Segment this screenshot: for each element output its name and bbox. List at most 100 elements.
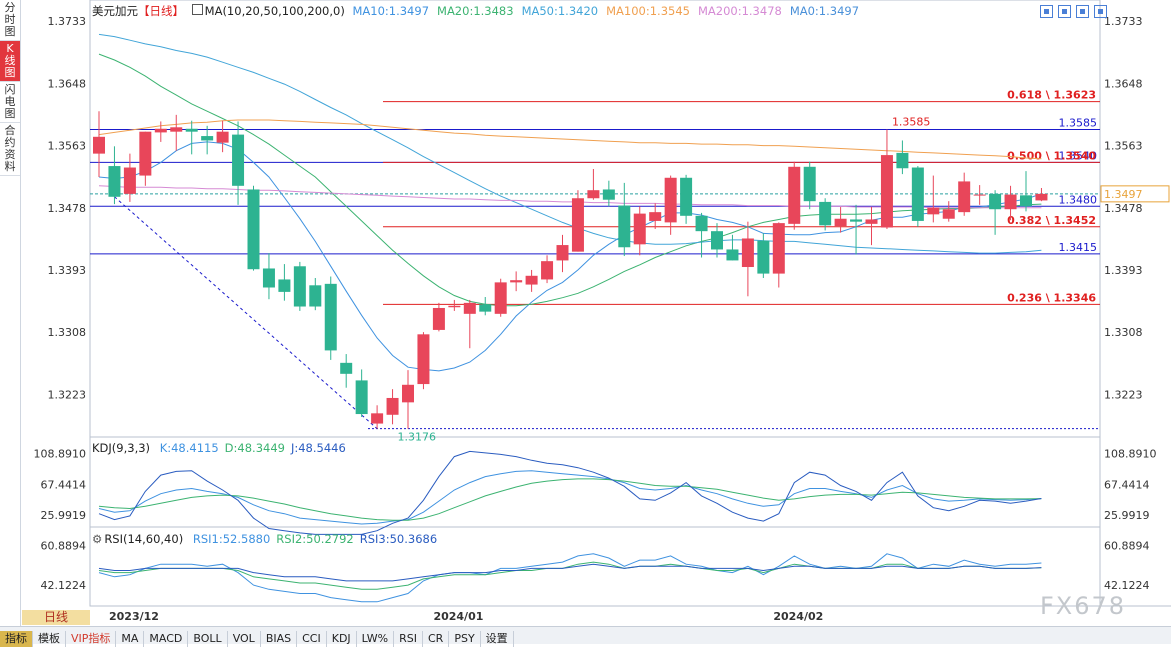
symbol-name: 美元加元 (92, 4, 138, 18)
chart-toolbar (1040, 3, 1112, 22)
current-price-box (1100, 185, 1170, 203)
y-tick-label-right: 1.3478 (1104, 202, 1143, 215)
y-tick-label-left: 1.3563 (48, 140, 87, 153)
x-tick-label: 2024/02 (773, 610, 823, 623)
candle-body (93, 136, 105, 154)
candle-body (741, 238, 754, 268)
indicator-line (98, 478, 1042, 521)
y-tick-label-left: 1.3733 (48, 15, 87, 28)
candle-body (525, 275, 538, 285)
indicator-tab[interactable]: 指标 (0, 631, 33, 647)
y-tick-label-left: 1.3393 (48, 264, 87, 277)
x-tick-label: 2024/01 (433, 610, 483, 623)
indicator-tab[interactable]: BOLL (188, 631, 228, 647)
side-tab-3[interactable]: 合约资料 (0, 123, 20, 176)
plot-frame (89, 0, 1101, 607)
gear-icon[interactable]: ⚙ (92, 532, 103, 546)
x-tick-label: 2023/12 (109, 610, 159, 623)
candle-body (479, 304, 492, 312)
level-label: 1.3585 (1059, 116, 1098, 129)
indicator-tab[interactable]: BIAS (261, 631, 298, 647)
indicator-tab[interactable]: RSI (394, 631, 423, 647)
zoom-in-icon[interactable] (1040, 5, 1053, 18)
y-tick-label-right: 1.3733 (1104, 15, 1143, 28)
candle-body (463, 302, 476, 314)
candle-body (1020, 195, 1032, 207)
rsi-legend: ⚙ RSI(14,60,40) RSI1:52.5880 RSI2:50.2792 R… (92, 532, 449, 546)
chart-type-icon[interactable] (191, 4, 203, 15)
candle-body (541, 261, 554, 280)
price-annotation: 1.3585 (892, 115, 931, 128)
trend-line (114, 196, 378, 430)
ma-params[interactable]: MA(10,20,50,100,200,0) (204, 4, 345, 18)
y-tick-label-right: 1.3393 (1104, 264, 1143, 277)
candle-body (1004, 194, 1017, 210)
indicator-tab[interactable]: 设置 (481, 631, 514, 647)
candle-body (139, 131, 152, 176)
indicator-legend-item: RSI3:50.3686 (359, 532, 438, 546)
price-annotation: 1.3176 (398, 431, 437, 444)
fib-label: 0.382 \ 1.3452 (1007, 214, 1096, 227)
y-tick-label-left: 1.3223 (48, 388, 87, 401)
indicator-tab[interactable]: LW% (357, 631, 395, 647)
candle-body (726, 249, 739, 261)
indicator-tab[interactable]: VOL (228, 631, 261, 647)
candle-body (201, 136, 214, 141)
candle-body (108, 166, 121, 197)
indicator-tab[interactable]: CR (423, 631, 450, 647)
side-tabs: 分时图 K线图 闪电图 合约资料 (0, 0, 21, 626)
candle-body (293, 266, 306, 307)
fit-icon[interactable] (1076, 5, 1089, 18)
y-tick-label-right: 1.3648 (1104, 77, 1143, 90)
candle-body (680, 177, 693, 216)
sub-y-tick-left: 60.8894 (41, 540, 87, 553)
candle-body (247, 189, 260, 270)
side-tab-2[interactable]: 闪电图 (0, 82, 20, 123)
candle-body (262, 268, 275, 288)
indicator-legend-item: K:48.4115 (159, 441, 219, 455)
side-tab-0[interactable]: 分时图 (0, 0, 20, 41)
current-price-label: 1.3497 (1104, 188, 1143, 201)
indicator-tab[interactable]: MA (116, 631, 145, 647)
indicator-tab[interactable]: CCI (297, 631, 327, 647)
zoom-out-icon[interactable] (1058, 5, 1071, 18)
candle-body (324, 283, 337, 351)
indicator-legend-item: J:48.5446 (290, 441, 346, 455)
candle-body (942, 209, 955, 219)
ma-legend-item: MA100:1.3545 (606, 4, 690, 18)
candle-body (587, 190, 600, 199)
indicator-tab[interactable]: MACD (144, 631, 189, 647)
y-tick-label-right: 1.3308 (1104, 326, 1143, 339)
indicator-tab[interactable]: 模板 (33, 631, 66, 647)
period-tag: 【日线】 (138, 4, 184, 18)
fullscreen-icon[interactable] (1094, 5, 1107, 18)
level-label: 1.3540 (1059, 149, 1098, 162)
candle-body (216, 131, 229, 143)
indicator-legend-item: D:48.3449 (224, 441, 285, 455)
indicator-tab[interactable]: PSY (449, 631, 481, 647)
sub-y-tick-left: 108.8910 (34, 448, 87, 461)
candle-body (510, 280, 523, 283)
kdj-title: KDJ(9,3,3) (92, 441, 151, 455)
sub-y-tick-left: 25.9919 (41, 509, 87, 522)
candle-body (232, 134, 245, 186)
watermark-logo: FX678 (1040, 592, 1127, 620)
sub-y-tick-right: 60.8894 (1104, 540, 1150, 553)
candle-body (448, 305, 461, 308)
candle-body (185, 128, 198, 132)
side-tab-1[interactable]: K线图 (0, 41, 20, 82)
candle-body (973, 194, 986, 196)
candle-body (386, 397, 399, 415)
candle-body (649, 212, 662, 221)
sub-y-tick-right: 42.1224 (1104, 579, 1150, 592)
indicator-tab[interactable]: VIP指标 (66, 631, 117, 647)
period-selector[interactable]: 日线 (22, 610, 90, 625)
candle-body (757, 240, 770, 274)
candle-body (432, 307, 445, 330)
candle-body (664, 177, 677, 223)
indicator-tab[interactable]: KDJ (327, 631, 357, 647)
candle-body (788, 166, 801, 224)
rsi-title: RSI(14,60,40) (104, 532, 184, 546)
level-label: 1.3415 (1059, 241, 1098, 254)
